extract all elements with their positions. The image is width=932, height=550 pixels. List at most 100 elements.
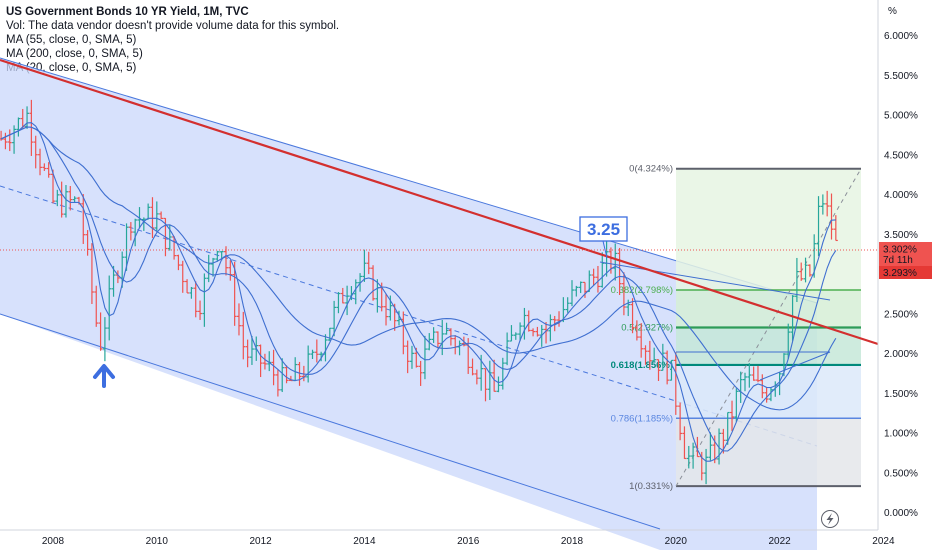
ohlc-bar	[513, 332, 518, 340]
ohlc-bar	[72, 196, 77, 203]
time-axis-label: 2018	[561, 536, 584, 547]
ohlc-bar	[492, 359, 497, 392]
lightning-icon[interactable]	[821, 510, 839, 528]
ohlc-bar	[621, 272, 626, 316]
ohlc-bar	[297, 361, 302, 386]
ohlc-bar	[128, 222, 133, 241]
ohlc-bar	[799, 262, 804, 281]
price-axis-label: 2.500%	[884, 309, 918, 320]
time-axis-label: 2022	[768, 536, 791, 547]
symbol-title[interactable]: US Government Bonds 10 YR Yield, 1M, TVC	[6, 6, 249, 18]
fib-zone-3	[676, 364, 861, 419]
ohlc-bar	[565, 297, 570, 313]
ohlc-bar	[336, 292, 341, 314]
ohlc-bar	[85, 230, 90, 256]
ohlc-bar	[25, 106, 30, 129]
price-axis-label: 0.000%	[884, 508, 918, 519]
ohlc-bar	[816, 196, 821, 257]
price-axis-label: 1.500%	[884, 389, 918, 400]
ohlc-bar	[245, 339, 250, 368]
ohlc-bar	[258, 344, 263, 378]
ohlc-bar	[202, 273, 207, 327]
ohlc-bar	[371, 265, 376, 301]
ma-legend-200[interactable]: MA (200, close, 0, SMA, 5)	[6, 48, 143, 60]
ohlc-bar	[68, 186, 73, 211]
ohlc-bar	[107, 275, 112, 341]
ohlc-bar	[686, 445, 691, 469]
fib-trend-line	[675, 168, 862, 487]
time-axis-label: 2012	[249, 536, 272, 547]
ohlc-bar	[332, 300, 337, 337]
ohlc-bar	[29, 99, 34, 156]
ohlc-bar	[678, 402, 683, 441]
time-axis-label: 2024	[872, 536, 895, 547]
ohlc-bar	[236, 303, 241, 336]
ohlc-bar	[717, 428, 722, 465]
ohlc-bar	[734, 388, 739, 422]
ohlc-bar	[570, 280, 574, 307]
fib-zone-4	[676, 418, 861, 487]
ohlc-bar	[89, 243, 94, 305]
ohlc-bar	[704, 448, 709, 485]
ohlc-bar	[730, 400, 735, 432]
price-axis-label: 0.500%	[884, 468, 918, 479]
ohlc-bar	[665, 350, 670, 385]
ohlc-bar	[189, 286, 194, 299]
ohlc-bar	[820, 194, 825, 215]
ma-200-line	[0, 126, 837, 411]
ohlc-bar	[522, 307, 527, 340]
ohlc-bar	[526, 310, 531, 332]
time-axis-label: 2016	[457, 536, 480, 547]
ohlc-bar	[63, 185, 68, 218]
ohlc-bar	[673, 352, 678, 415]
time-axis-label: 2008	[42, 536, 65, 547]
ohlc-bar	[46, 162, 51, 178]
ohlc-bar	[409, 345, 414, 369]
price-badge-ma	[879, 266, 932, 279]
price-axis-label: 5.500%	[884, 71, 918, 82]
ohlc-bar	[124, 223, 129, 271]
ohlc-bar	[422, 335, 427, 380]
time-axis-label: 2014	[353, 536, 376, 547]
fib-zone-2	[676, 327, 861, 365]
ohlc-bar	[725, 411, 730, 445]
ohlc-bar	[340, 287, 345, 304]
channel-lower-line	[0, 313, 661, 530]
ohlc-bar	[483, 368, 488, 402]
ohlc-bar	[319, 351, 324, 362]
callout-text: 3.25	[587, 220, 620, 239]
channel-fill	[0, 58, 817, 550]
ohlc-bar	[652, 347, 657, 363]
ohlc-bar	[591, 268, 596, 286]
volume-note: Vol: The data vendor doesn't provide vol…	[6, 20, 340, 32]
downtrend-line	[0, 58, 879, 346]
ohlc-bar	[327, 327, 332, 341]
fibonacci-retracement[interactable]: 0(4.324%)0.382(2.798%)0.5(2.327%)0.618(1…	[611, 164, 862, 492]
ohlc-bar	[825, 190, 830, 217]
countdown-label: 7d 11h	[883, 255, 913, 266]
current-price-label: 3.302%	[883, 245, 917, 256]
ohlc-bar	[708, 432, 713, 461]
ohlc-bar	[280, 358, 285, 393]
ohlc-bar	[102, 317, 107, 362]
ohlc-bar	[691, 442, 696, 469]
ohlc-bar	[747, 363, 752, 388]
ohlc-bar	[531, 328, 536, 337]
indicator-lines	[0, 58, 879, 462]
price-axis-label: 4.500%	[884, 150, 918, 161]
annotations: 3.25	[93, 216, 839, 528]
callout-pointer	[602, 240, 608, 259]
price-axis-label: 5.000%	[884, 111, 918, 122]
callout-box	[579, 216, 628, 242]
ohlc-bar	[470, 358, 475, 376]
ohlc-bar	[660, 343, 665, 371]
ohlc-bar	[310, 349, 315, 360]
ohlc-bar	[755, 365, 760, 383]
time-axis-label: 2020	[665, 536, 688, 547]
ohlc-bar	[617, 247, 622, 295]
ohlc-bar	[643, 345, 648, 365]
ma-legend-55[interactable]: MA (55, close, 0, SMA, 5)	[6, 34, 137, 46]
ohlc-bar	[185, 279, 190, 294]
ohlc-bar	[600, 252, 605, 288]
